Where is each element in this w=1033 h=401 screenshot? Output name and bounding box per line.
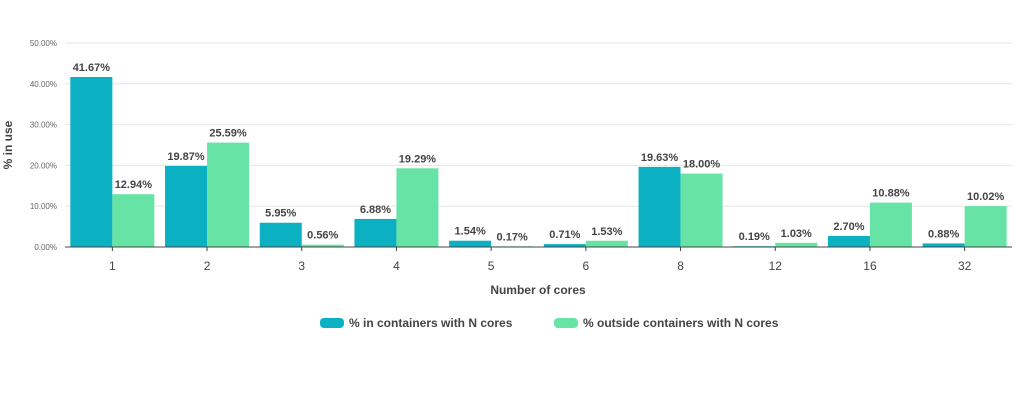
data-label: 19.87% <box>167 151 205 163</box>
data-label: 0.17% <box>497 231 528 243</box>
bar-outside-4 <box>396 168 439 247</box>
bar-containers-2 <box>165 165 208 247</box>
y-tick-label: 40.00% <box>30 80 57 89</box>
bar-containers-4 <box>354 218 397 247</box>
x-tick-label: 32 <box>958 259 972 273</box>
data-label: 1.54% <box>455 226 486 238</box>
data-label: 10.02% <box>967 191 1005 203</box>
bar-outside-6 <box>585 240 628 247</box>
data-label: 12.94% <box>115 179 153 191</box>
data-label: 10.88% <box>872 188 910 200</box>
data-label: 2.70% <box>833 221 864 233</box>
legend-label-outside-containers: % outside containers with N cores <box>583 316 779 330</box>
data-label: 0.19% <box>739 231 770 243</box>
bar-outside-2 <box>207 142 250 247</box>
bar-containers-5 <box>449 240 492 247</box>
bar-outside-16 <box>869 202 912 247</box>
data-label: 41.67% <box>73 62 111 74</box>
x-tick-label: 3 <box>298 259 305 273</box>
bar-outside-3 <box>301 244 344 247</box>
y-tick-label: 50.00% <box>30 39 57 48</box>
x-tick-label: 8 <box>677 259 684 273</box>
data-label: 19.29% <box>399 153 437 165</box>
gridlines: 0.00% 10.00% 20.00% 30.00% 40.00% 50.00% <box>30 39 1012 252</box>
x-tick-label: 2 <box>204 259 211 273</box>
x-tick-labels: 1 2 3 4 5 6 8 12 16 32 <box>109 247 972 273</box>
legend-label-containers: % in containers with N cores <box>349 316 513 330</box>
bar-outside-1 <box>112 194 155 247</box>
legend-swatch-outside-containers <box>554 318 578 328</box>
bar-containers-32 <box>922 243 965 247</box>
bar-outside-12 <box>775 242 818 247</box>
x-tick-label: 5 <box>488 259 495 273</box>
x-tick-label: 6 <box>583 259 590 273</box>
y-tick-label: 10.00% <box>30 202 57 211</box>
y-tick-label: 0.00% <box>34 243 57 252</box>
bar-containers-6 <box>543 244 586 247</box>
bar-outside-8 <box>680 173 723 247</box>
bars <box>70 76 1007 248</box>
bar-outside-32 <box>964 206 1007 247</box>
bar-containers-8 <box>638 166 681 247</box>
data-label: 19.63% <box>641 152 679 164</box>
bar-containers-16 <box>827 235 870 247</box>
y-tick-label: 20.00% <box>30 161 57 170</box>
data-labels: 41.67% 12.94% 19.87% 25.59% 5.95% 0.56% 6.88% 1… <box>73 62 1005 243</box>
x-tick-label: 1 <box>109 259 116 273</box>
data-label: 0.88% <box>928 228 959 240</box>
x-tick-label: 12 <box>769 259 783 273</box>
data-label: 0.71% <box>549 229 580 241</box>
bar-containers-1 <box>70 76 113 248</box>
data-label: 1.03% <box>781 228 812 240</box>
y-axis-title: % in use <box>1 120 15 169</box>
x-tick-label: 16 <box>863 259 877 273</box>
legend-swatch-containers <box>320 318 344 328</box>
legend: % in containers with N cores % outside c… <box>320 316 779 330</box>
data-label: 5.95% <box>265 208 296 220</box>
data-label: 18.00% <box>683 159 721 171</box>
data-label: 25.59% <box>209 128 247 140</box>
data-label: 0.56% <box>307 230 338 242</box>
x-tick-label: 4 <box>393 259 400 273</box>
x-axis-title: Number of cores <box>490 283 586 297</box>
bar-containers-3 <box>259 222 302 247</box>
data-label: 1.53% <box>591 226 622 238</box>
y-tick-label: 30.00% <box>30 121 57 130</box>
data-label: 6.88% <box>360 204 391 216</box>
